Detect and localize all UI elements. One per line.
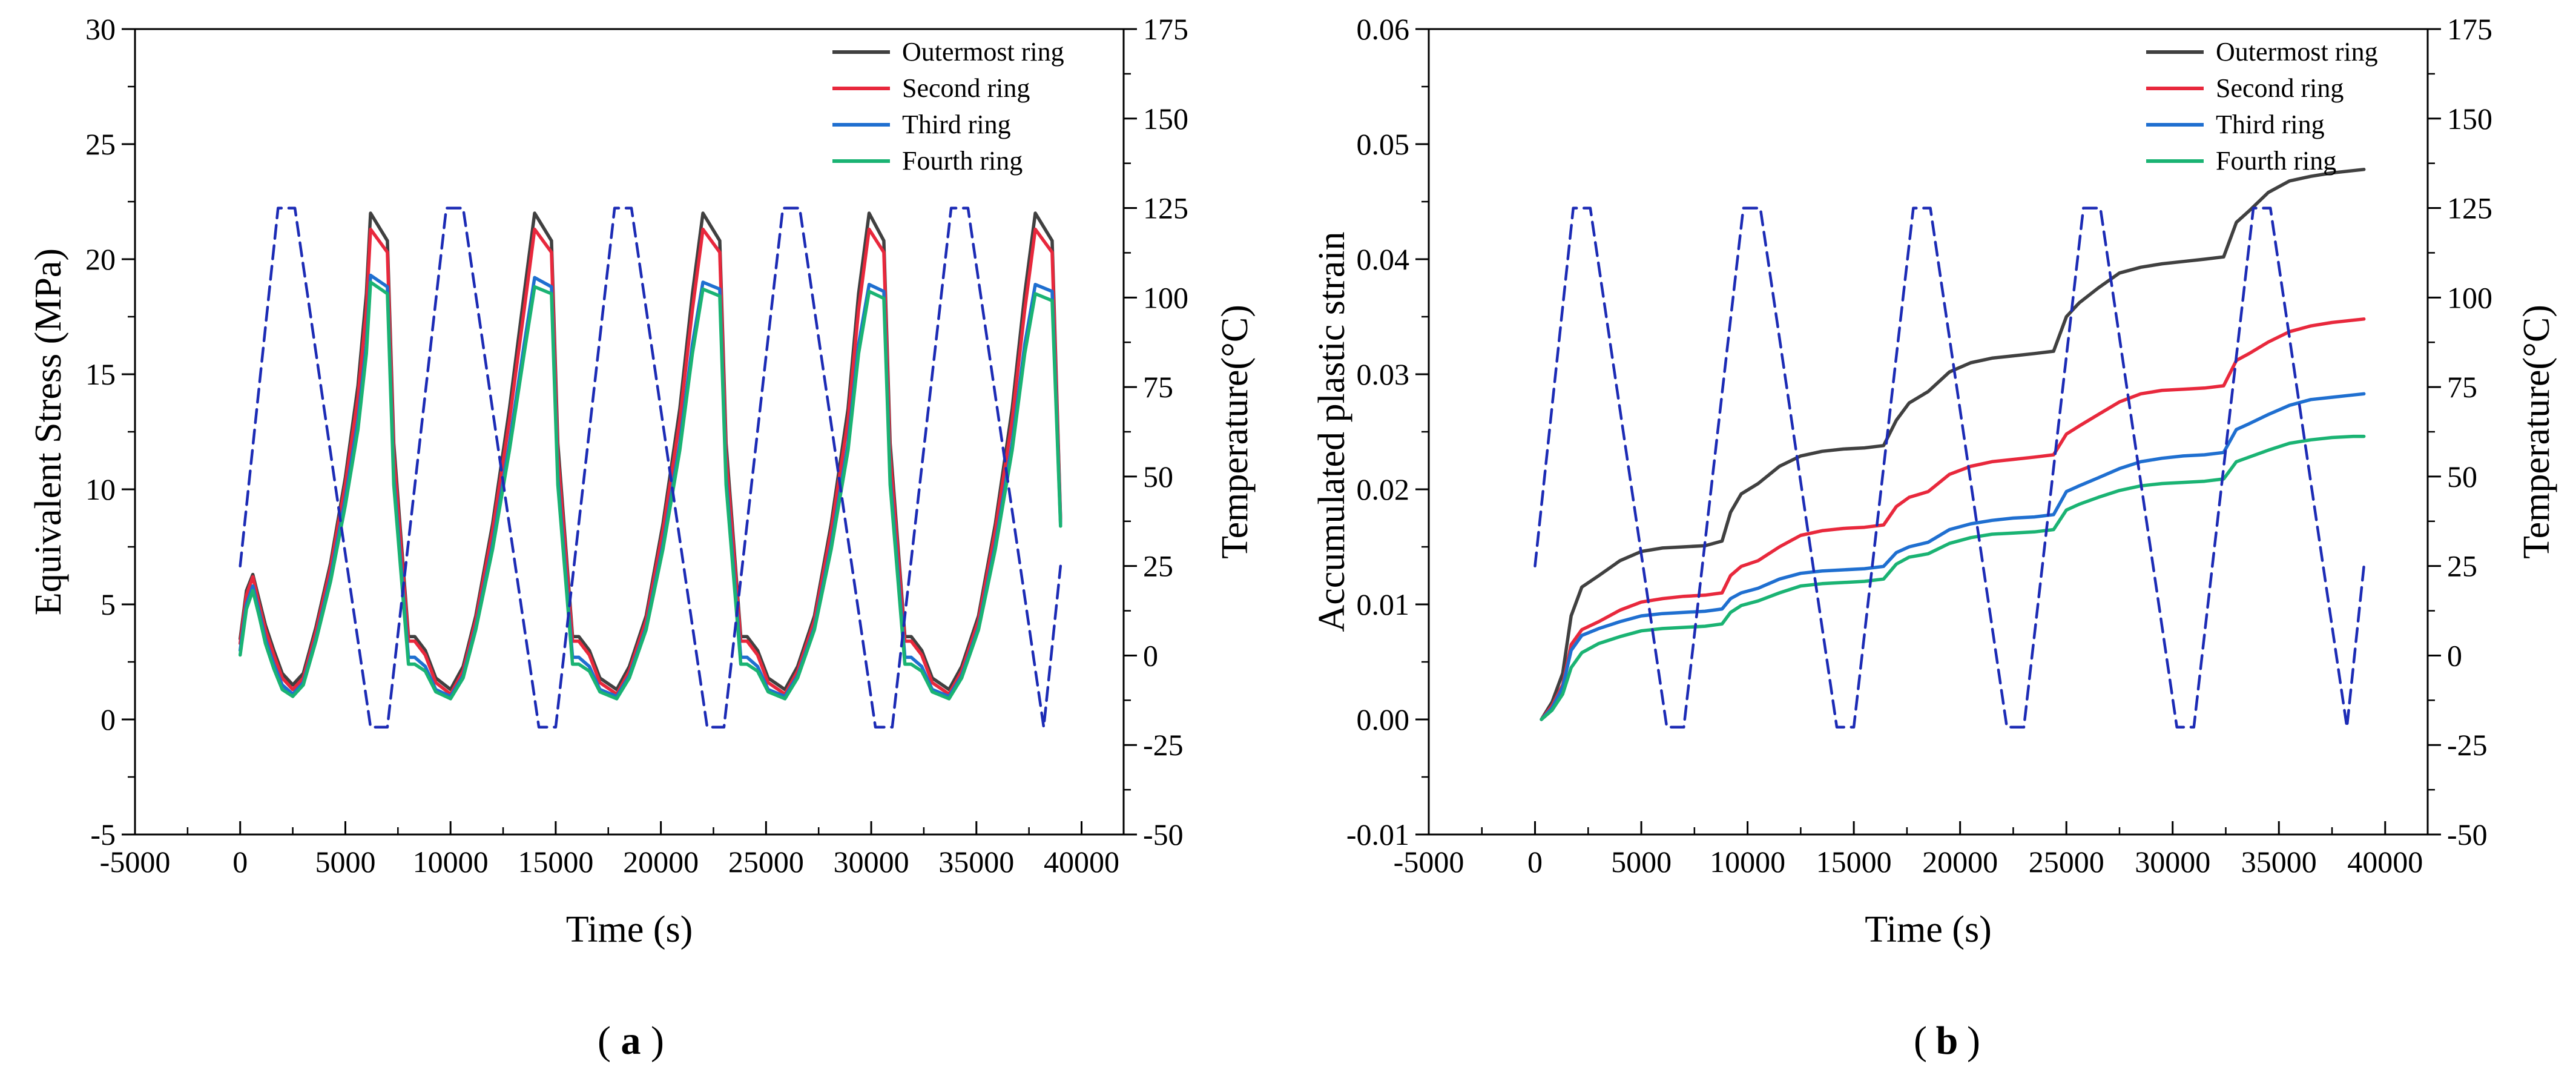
y2-tick-label: -25: [2447, 728, 2488, 762]
x-tick-label: 20000: [1922, 845, 1998, 879]
series-line-temperature: [239, 207, 1062, 729]
legend-label-outermost-ring: Outermost ring: [2216, 37, 2378, 67]
y-tick-label: 0.00: [1357, 702, 1410, 736]
x-tick-label: 15000: [1816, 845, 1892, 879]
y2-tick-label: 175: [2447, 12, 2492, 46]
x-tick-label: 5000: [315, 845, 375, 879]
y2-tick-label: 50: [1143, 460, 1173, 494]
y-tick-label: -5: [90, 818, 116, 851]
y2-tick-label: -50: [1143, 818, 1184, 851]
x-tick-label: 0: [232, 845, 248, 879]
y-tick-label: 0.02: [1357, 472, 1410, 506]
x-tick-label: 35000: [2241, 845, 2317, 879]
caption-a: ( a ): [598, 1019, 664, 1063]
y-tick-label: -0.01: [1346, 818, 1409, 851]
series-line-outermost-ring: [238, 211, 1062, 692]
y2-tick-label: 25: [1143, 549, 1173, 583]
series-line-second-ring: [1540, 317, 2366, 721]
caption-a-letter: a: [621, 1019, 641, 1063]
series-line-third-ring: [1540, 392, 2366, 721]
legend-label-second-ring: Second ring: [902, 73, 1030, 103]
x-tick-label: 5000: [1611, 845, 1672, 879]
x-tick-label: -5000: [1394, 845, 1464, 879]
y-tick-label: 25: [85, 127, 116, 161]
x-tick-label: 0: [1527, 845, 1543, 879]
y-tick-label: 10: [85, 472, 116, 506]
svg-text:): ): [651, 1019, 664, 1063]
svg-text:(: (: [598, 1019, 611, 1063]
x-tick-label: 10000: [1710, 845, 1785, 879]
y-tick-label: 30: [85, 12, 116, 46]
legend-label-third-ring: Third ring: [902, 110, 1011, 139]
x-axis-label: Time (s): [1865, 909, 1992, 950]
series-line-second-ring: [238, 227, 1062, 696]
x-axis-label: Time (s): [566, 909, 693, 950]
y-tick-label: 0.06: [1357, 12, 1410, 46]
chart-panel-b: -5000 0 5000 10000 15000 20000 25000 30000 35000…: [1311, 12, 2557, 950]
y-axis-label: Equivalent Stress (MPa): [28, 248, 69, 615]
y2-tick-label: 150: [2447, 102, 2492, 136]
x-tick-label: 40000: [2347, 845, 2423, 879]
y2-tick-label: 0: [2447, 638, 2462, 672]
y-tick-label: 0.01: [1357, 587, 1410, 621]
series-line-fourth-ring: [1540, 434, 2366, 721]
legend-label-fourth-ring: Fourth ring: [2216, 146, 2336, 176]
x-tick-label: -5000: [100, 845, 171, 879]
chart-panel-a: -5000 0 5000 10000 15000 20000 25000 30000 35000…: [28, 12, 1256, 950]
y2-tick-label: 100: [2447, 280, 2492, 314]
y2-tick-label: 25: [2447, 549, 2477, 583]
y2-tick-label: 175: [1143, 12, 1188, 46]
x-tick-label: 30000: [834, 845, 909, 879]
caption-b-letter: b: [1936, 1019, 1958, 1063]
y-tick-label: 0.04: [1357, 242, 1410, 276]
y2-tick-label: 75: [1143, 370, 1173, 404]
legend-label-third-ring: Third ring: [2216, 110, 2325, 139]
x-tick-label: 35000: [938, 845, 1014, 879]
svg-text:): ): [1967, 1019, 1980, 1063]
y2-tick-label: 0: [1143, 638, 1158, 672]
x-tick-label: 40000: [1044, 845, 1119, 879]
y-tick-label: 0: [100, 702, 116, 736]
x-tick-label: 30000: [2135, 845, 2210, 879]
legend-label-fourth-ring: Fourth ring: [902, 146, 1023, 176]
y-axis-label: Accumulated plastic strain: [1311, 231, 1352, 632]
y2-tick-label: 150: [1143, 102, 1188, 136]
caption-b: ( b ): [1914, 1019, 1980, 1063]
x-tick-label: 25000: [2029, 845, 2104, 879]
y2-axis-label: Temperature(°C): [1214, 305, 1256, 559]
x-tick-label: 20000: [623, 845, 699, 879]
y-tick-label: 0.03: [1357, 357, 1410, 391]
x-tick-label: 15000: [518, 845, 593, 879]
series-line-fourth-ring: [238, 280, 1062, 701]
y2-tick-label: 75: [2447, 370, 2477, 404]
y2-tick-label: 125: [2447, 191, 2492, 225]
y2-tick-label: -25: [1143, 728, 1184, 762]
svg-text:(: (: [1914, 1019, 1927, 1063]
y2-axis-label: Temperature(°C): [2516, 305, 2557, 559]
x-tick-label: 25000: [728, 845, 804, 879]
y2-tick-label: 50: [2447, 460, 2477, 494]
y-tick-label: 20: [85, 242, 116, 276]
legend-label-outermost-ring: Outermost ring: [902, 37, 1064, 67]
y-tick-label: 0.05: [1357, 127, 1410, 161]
series-line-outermost-ring: [1540, 168, 2366, 721]
series-line-temperature: [1533, 207, 2365, 729]
y2-tick-label: 100: [1143, 280, 1188, 314]
y2-tick-label: -50: [2447, 818, 2488, 851]
y-tick-label: 15: [85, 357, 116, 391]
legend-label-second-ring: Second ring: [2216, 73, 2344, 103]
y-tick-label: 5: [100, 587, 116, 621]
x-tick-label: 10000: [413, 845, 489, 879]
y2-tick-label: 125: [1143, 191, 1188, 225]
